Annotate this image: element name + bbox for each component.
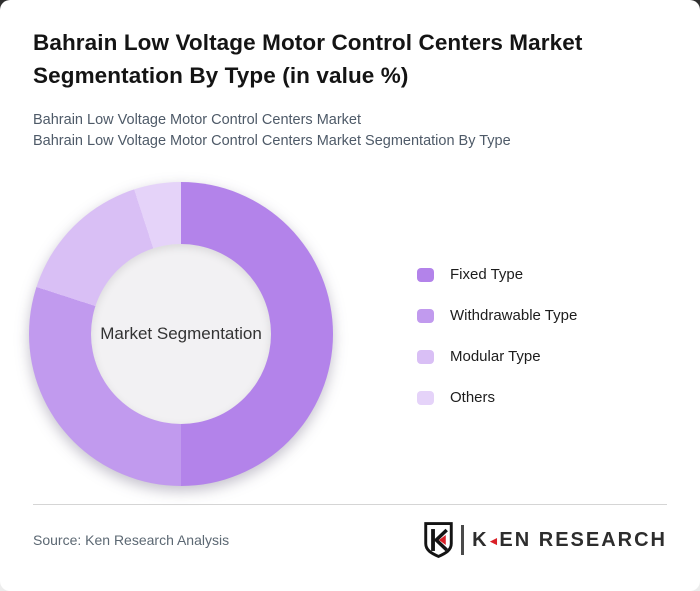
legend-label: Modular Type bbox=[450, 348, 541, 365]
legend-label: Others bbox=[450, 389, 496, 406]
logo-red-arrow bbox=[439, 534, 446, 546]
brand-wordmark: K ◄ EN RESEARCH bbox=[472, 529, 667, 552]
subtitle-line-2: Bahrain Low Voltage Motor Control Center… bbox=[33, 133, 511, 149]
footer: Source: Ken Research Analysis K ◄ EN RES… bbox=[33, 505, 667, 575]
legend-item: Fixed Type bbox=[417, 266, 577, 283]
legend: Fixed Type Withdrawable Type Modular Type O… bbox=[417, 266, 577, 406]
donut-hole: Market Segmentation bbox=[91, 244, 271, 424]
donut-center-label: Market Segmentation bbox=[100, 324, 262, 343]
chart-subtitle: Bahrain Low Voltage Motor Control Center… bbox=[33, 110, 673, 152]
legend-label: Fixed Type bbox=[450, 266, 524, 283]
legend-swatch bbox=[417, 267, 434, 282]
legend-swatch bbox=[417, 390, 434, 405]
subtitle-line-1: Bahrain Low Voltage Motor Control Center… bbox=[33, 112, 362, 128]
page-title: Bahrain Low Voltage Motor Control Center… bbox=[33, 26, 673, 92]
brand-k: K bbox=[472, 528, 489, 551]
legend-label: Withdrawable Type bbox=[450, 307, 578, 324]
logo-shield-icon bbox=[424, 522, 453, 559]
brand-red-arrow-icon: ◄ bbox=[487, 533, 500, 548]
legend-item: Modular Type bbox=[417, 348, 577, 365]
ken-research-logo: K ◄ EN RESEARCH bbox=[423, 521, 667, 559]
logo-divider bbox=[461, 525, 465, 555]
brand-rest: EN RESEARCH bbox=[499, 528, 667, 551]
legend-item: Others bbox=[417, 389, 577, 406]
title-line-1: Bahrain Low Voltage Motor Control Center… bbox=[33, 30, 583, 55]
legend-item: Withdrawable Type bbox=[417, 307, 577, 324]
source-note: Source: Ken Research Analysis bbox=[33, 532, 230, 548]
title-line-2: Segmentation By Type (in value %) bbox=[33, 63, 409, 88]
donut-chart: Market Segmentation bbox=[29, 182, 333, 486]
legend-swatch bbox=[417, 308, 434, 323]
footer-divider bbox=[33, 504, 667, 505]
legend-swatch bbox=[417, 349, 434, 364]
